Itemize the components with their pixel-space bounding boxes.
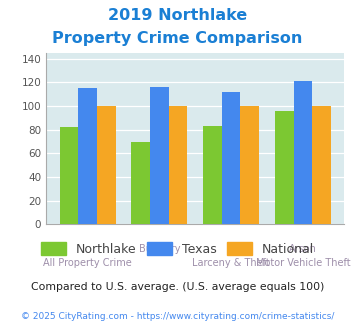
Text: © 2025 CityRating.com - https://www.cityrating.com/crime-statistics/: © 2025 CityRating.com - https://www.city…	[21, 312, 334, 321]
Text: Property Crime Comparison: Property Crime Comparison	[52, 31, 303, 46]
Bar	[222, 92, 240, 224]
Bar	[150, 87, 169, 224]
Text: Motor Vehicle Theft: Motor Vehicle Theft	[256, 258, 350, 268]
Text: Compared to U.S. average. (U.S. average equals 100): Compared to U.S. average. (U.S. average …	[31, 282, 324, 292]
Bar	[78, 88, 97, 224]
Text: 2019 Northlake: 2019 Northlake	[108, 8, 247, 23]
Bar	[240, 106, 259, 224]
Bar	[131, 142, 150, 224]
Bar	[294, 81, 312, 224]
Bar	[60, 127, 78, 224]
Legend: Northlake, Texas, National: Northlake, Texas, National	[41, 242, 314, 256]
Bar	[312, 106, 331, 224]
Bar	[169, 106, 187, 224]
Text: Arson: Arson	[289, 244, 317, 254]
Text: All Property Crime: All Property Crime	[43, 258, 132, 268]
Bar	[97, 106, 116, 224]
Bar	[275, 111, 294, 224]
Bar	[203, 126, 222, 224]
Text: Larceny & Theft: Larceny & Theft	[192, 258, 270, 268]
Text: Burglary: Burglary	[139, 244, 180, 254]
